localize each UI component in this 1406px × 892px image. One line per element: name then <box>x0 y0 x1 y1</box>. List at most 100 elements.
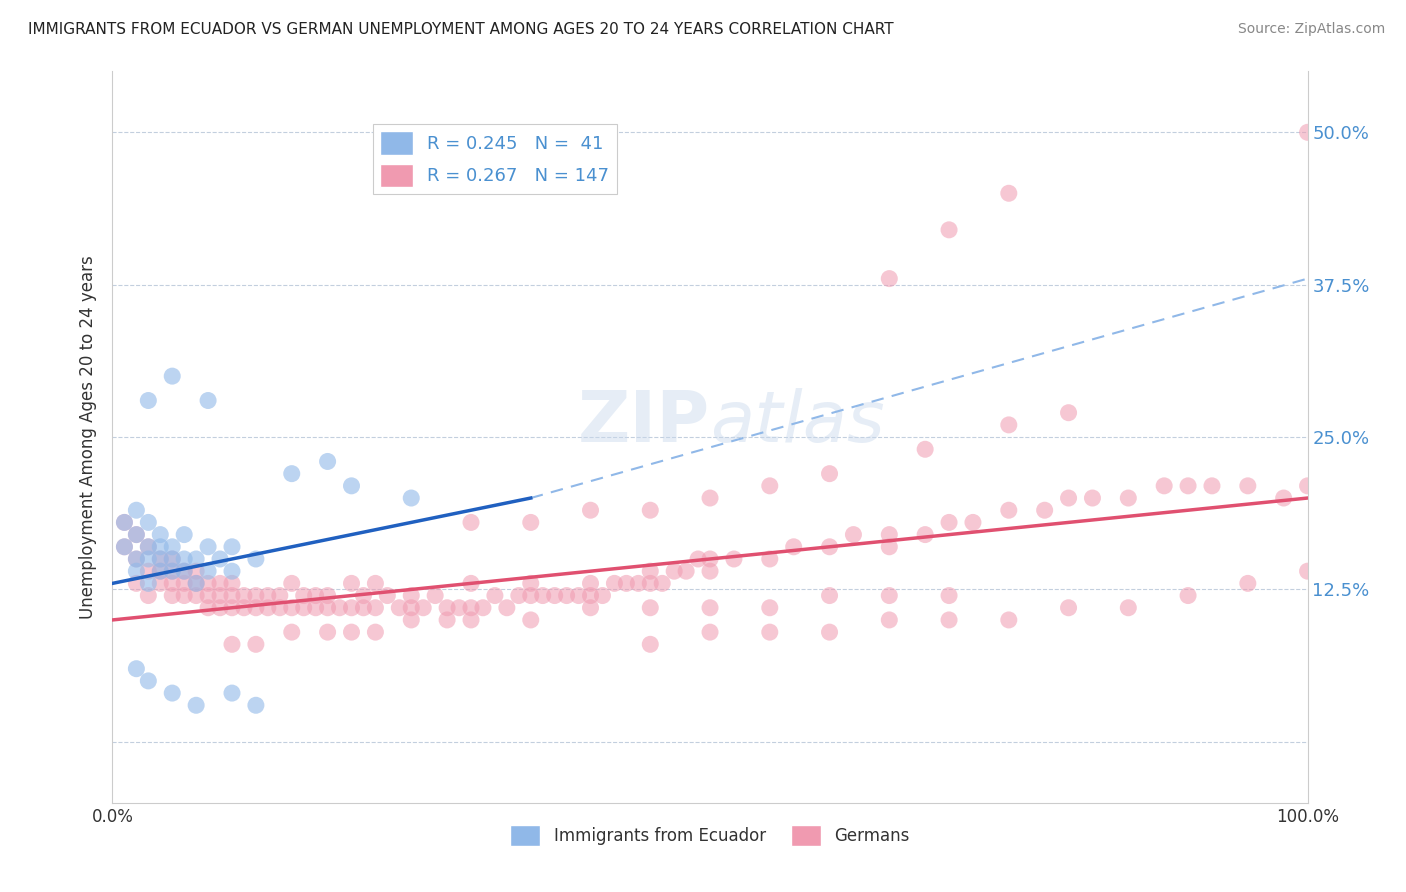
Point <box>138 673 160 688</box>
Point <box>1296 125 1319 139</box>
Point <box>173 576 195 591</box>
Point <box>520 613 543 627</box>
Point <box>879 527 901 541</box>
Point <box>197 564 219 578</box>
Point <box>436 600 458 615</box>
Point <box>221 686 243 700</box>
Point <box>818 589 841 603</box>
Point <box>138 516 160 530</box>
Point <box>1057 600 1080 615</box>
Point <box>364 576 387 591</box>
Point <box>125 564 148 578</box>
Point <box>436 613 458 627</box>
Point <box>938 223 960 237</box>
Point <box>401 491 423 505</box>
Point <box>138 589 160 603</box>
Point <box>914 527 936 541</box>
Point <box>879 613 901 627</box>
Point <box>162 576 183 591</box>
Point <box>245 552 267 566</box>
Point <box>162 589 183 603</box>
Point <box>269 600 291 615</box>
Point <box>364 600 387 615</box>
Point <box>1057 491 1080 505</box>
Point <box>579 600 602 615</box>
Point <box>962 516 984 530</box>
Point <box>162 686 183 700</box>
Point <box>186 564 208 578</box>
Point <box>938 516 960 530</box>
Point <box>699 600 721 615</box>
Point <box>316 589 339 603</box>
Point <box>664 564 686 578</box>
Point <box>281 467 304 481</box>
Point <box>162 552 183 566</box>
Point <box>675 564 697 578</box>
Point <box>125 662 148 676</box>
Point <box>149 564 172 578</box>
Point <box>209 589 232 603</box>
Point <box>1296 479 1319 493</box>
Text: ZIP: ZIP <box>578 388 710 457</box>
Point <box>221 540 243 554</box>
Point <box>1272 491 1295 505</box>
Point <box>842 527 865 541</box>
Point <box>472 600 495 615</box>
Point <box>555 589 578 603</box>
Point <box>401 613 423 627</box>
Point <box>173 527 195 541</box>
Point <box>281 576 304 591</box>
Point <box>114 540 135 554</box>
Point <box>460 613 482 627</box>
Point <box>245 698 267 713</box>
Point <box>759 625 782 640</box>
Point <box>616 576 638 591</box>
Point <box>640 576 662 591</box>
Point <box>125 552 148 566</box>
Point <box>759 479 782 493</box>
Point <box>1118 600 1140 615</box>
Point <box>914 442 936 457</box>
Point <box>1081 491 1104 505</box>
Point <box>818 467 841 481</box>
Y-axis label: Unemployment Among Ages 20 to 24 years: Unemployment Among Ages 20 to 24 years <box>79 255 97 619</box>
Point <box>998 186 1021 201</box>
Point <box>138 393 160 408</box>
Point <box>425 589 447 603</box>
Point <box>592 589 614 603</box>
Point <box>245 600 267 615</box>
Point <box>162 552 183 566</box>
Point <box>221 564 243 578</box>
Point <box>879 540 901 554</box>
Point <box>292 600 315 615</box>
Point <box>149 552 172 566</box>
Point <box>998 613 1021 627</box>
Point <box>233 589 256 603</box>
Point <box>329 600 352 615</box>
Point <box>496 600 519 615</box>
Point <box>173 564 195 578</box>
Point <box>377 589 399 603</box>
Point <box>603 576 626 591</box>
Point <box>340 600 363 615</box>
Point <box>353 589 375 603</box>
Point <box>364 625 387 640</box>
Legend: Immigrants from Ecuador, Germans: Immigrants from Ecuador, Germans <box>503 818 917 853</box>
Point <box>460 576 482 591</box>
Point <box>186 576 208 591</box>
Point <box>281 625 304 640</box>
Point <box>460 600 482 615</box>
Point <box>221 600 243 615</box>
Point <box>149 564 172 578</box>
Point <box>340 625 363 640</box>
Point <box>1296 564 1319 578</box>
Point <box>221 637 243 651</box>
Point <box>640 600 662 615</box>
Point <box>209 576 232 591</box>
Point <box>125 527 148 541</box>
Point <box>520 516 543 530</box>
Point <box>186 589 208 603</box>
Point <box>688 552 710 566</box>
Point <box>759 600 782 615</box>
Point <box>449 600 471 615</box>
